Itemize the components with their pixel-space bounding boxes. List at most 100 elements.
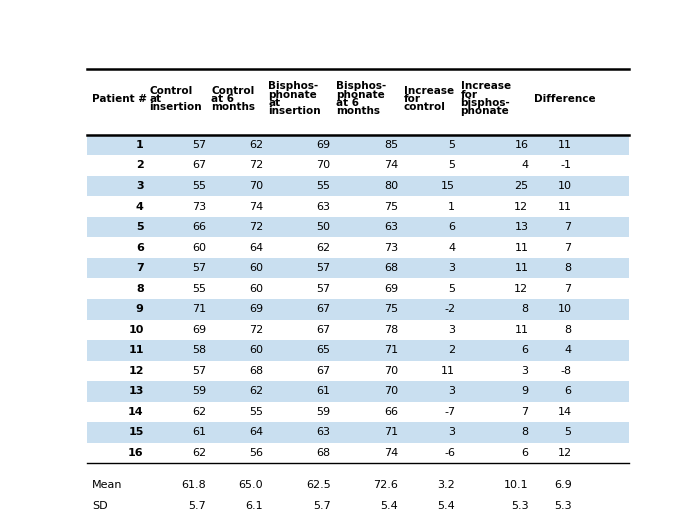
Text: 69: 69 <box>192 325 206 335</box>
Text: 11: 11 <box>441 366 455 376</box>
Text: 85: 85 <box>384 140 398 150</box>
Text: 11: 11 <box>514 263 528 273</box>
Text: 61: 61 <box>317 386 331 397</box>
Text: phonate: phonate <box>268 90 317 100</box>
Text: Control: Control <box>149 86 192 95</box>
Text: 5: 5 <box>136 222 144 232</box>
Bar <box>87 299 629 320</box>
Text: 70: 70 <box>317 161 331 170</box>
Text: -7: -7 <box>444 407 455 417</box>
Text: 71: 71 <box>384 427 398 438</box>
Text: 69: 69 <box>249 304 263 314</box>
Text: Difference: Difference <box>534 94 596 104</box>
Text: at 6: at 6 <box>211 94 234 104</box>
Text: 3: 3 <box>448 325 455 335</box>
Text: -6: -6 <box>444 448 455 458</box>
Text: Mean: Mean <box>92 480 123 490</box>
Text: 8: 8 <box>565 263 572 273</box>
Text: 67: 67 <box>192 161 206 170</box>
Text: 25: 25 <box>514 181 528 191</box>
Text: 69: 69 <box>384 284 398 293</box>
Text: 64: 64 <box>249 427 263 438</box>
Text: 75: 75 <box>384 304 398 314</box>
Bar <box>87 422 629 443</box>
Text: 4: 4 <box>136 202 144 211</box>
Text: 60: 60 <box>249 284 263 293</box>
Text: 62: 62 <box>192 448 206 458</box>
Text: 62: 62 <box>249 140 263 150</box>
Text: 62.5: 62.5 <box>306 480 331 490</box>
Text: at 6: at 6 <box>336 98 359 108</box>
Text: 67: 67 <box>317 325 331 335</box>
Text: 8: 8 <box>521 304 528 314</box>
Text: 80: 80 <box>384 181 398 191</box>
Text: 72.6: 72.6 <box>373 480 398 490</box>
Text: 12: 12 <box>128 366 144 376</box>
Text: 13: 13 <box>129 386 144 397</box>
Text: 71: 71 <box>384 345 398 356</box>
Text: 9: 9 <box>521 386 528 397</box>
Bar <box>87 69 629 134</box>
Text: 57: 57 <box>317 284 331 293</box>
Bar <box>87 258 629 279</box>
Bar <box>87 217 629 238</box>
Text: for: for <box>461 90 477 100</box>
Text: 60: 60 <box>249 263 263 273</box>
Text: 74: 74 <box>384 448 398 458</box>
Text: Increase: Increase <box>461 82 511 91</box>
Text: 72: 72 <box>249 222 263 232</box>
Text: 11: 11 <box>514 325 528 335</box>
Text: insertion: insertion <box>268 106 321 116</box>
Text: 6.1: 6.1 <box>245 501 263 511</box>
Text: 5.7: 5.7 <box>313 501 331 511</box>
Text: 1: 1 <box>136 140 144 150</box>
Bar <box>87 381 629 402</box>
Text: 6: 6 <box>448 222 455 232</box>
Text: phonate: phonate <box>461 106 510 116</box>
Text: 3: 3 <box>136 181 144 191</box>
Text: months: months <box>336 106 380 116</box>
Text: 73: 73 <box>192 202 206 211</box>
Text: 7: 7 <box>565 243 572 252</box>
Text: 1: 1 <box>448 202 455 211</box>
Text: 9: 9 <box>136 304 144 314</box>
Text: 57: 57 <box>192 366 206 376</box>
Text: 14: 14 <box>128 407 144 417</box>
Text: 72: 72 <box>249 325 263 335</box>
Text: 6: 6 <box>521 345 528 356</box>
Text: -8: -8 <box>561 366 572 376</box>
Text: 75: 75 <box>384 202 398 211</box>
Text: 7: 7 <box>565 222 572 232</box>
Text: 63: 63 <box>317 427 331 438</box>
Text: for: for <box>404 94 421 104</box>
Text: 69: 69 <box>317 140 331 150</box>
Text: 74: 74 <box>249 202 263 211</box>
Text: Bisphos-: Bisphos- <box>268 82 319 91</box>
Text: phonate: phonate <box>336 90 384 100</box>
Bar <box>87 134 629 155</box>
Text: 12: 12 <box>514 202 528 211</box>
Text: 78: 78 <box>384 325 398 335</box>
Text: 6: 6 <box>521 448 528 458</box>
Text: 11: 11 <box>558 140 572 150</box>
Text: 55: 55 <box>249 407 263 417</box>
Text: 7: 7 <box>521 407 528 417</box>
Text: 5.7: 5.7 <box>188 501 206 511</box>
Text: 15: 15 <box>129 427 144 438</box>
Text: 59: 59 <box>192 386 206 397</box>
Text: 57: 57 <box>317 263 331 273</box>
Text: 5: 5 <box>448 161 455 170</box>
Text: 65: 65 <box>317 345 331 356</box>
Text: 62: 62 <box>249 386 263 397</box>
Text: 5: 5 <box>565 427 572 438</box>
Text: 61.8: 61.8 <box>181 480 206 490</box>
Text: 10: 10 <box>558 181 572 191</box>
Text: control: control <box>404 102 446 112</box>
Text: 11: 11 <box>128 345 144 356</box>
Text: Increase: Increase <box>404 86 454 95</box>
Text: 8: 8 <box>136 284 144 293</box>
Text: 2: 2 <box>448 345 455 356</box>
Text: 4: 4 <box>521 161 528 170</box>
Text: 63: 63 <box>317 202 331 211</box>
Text: 5: 5 <box>448 284 455 293</box>
